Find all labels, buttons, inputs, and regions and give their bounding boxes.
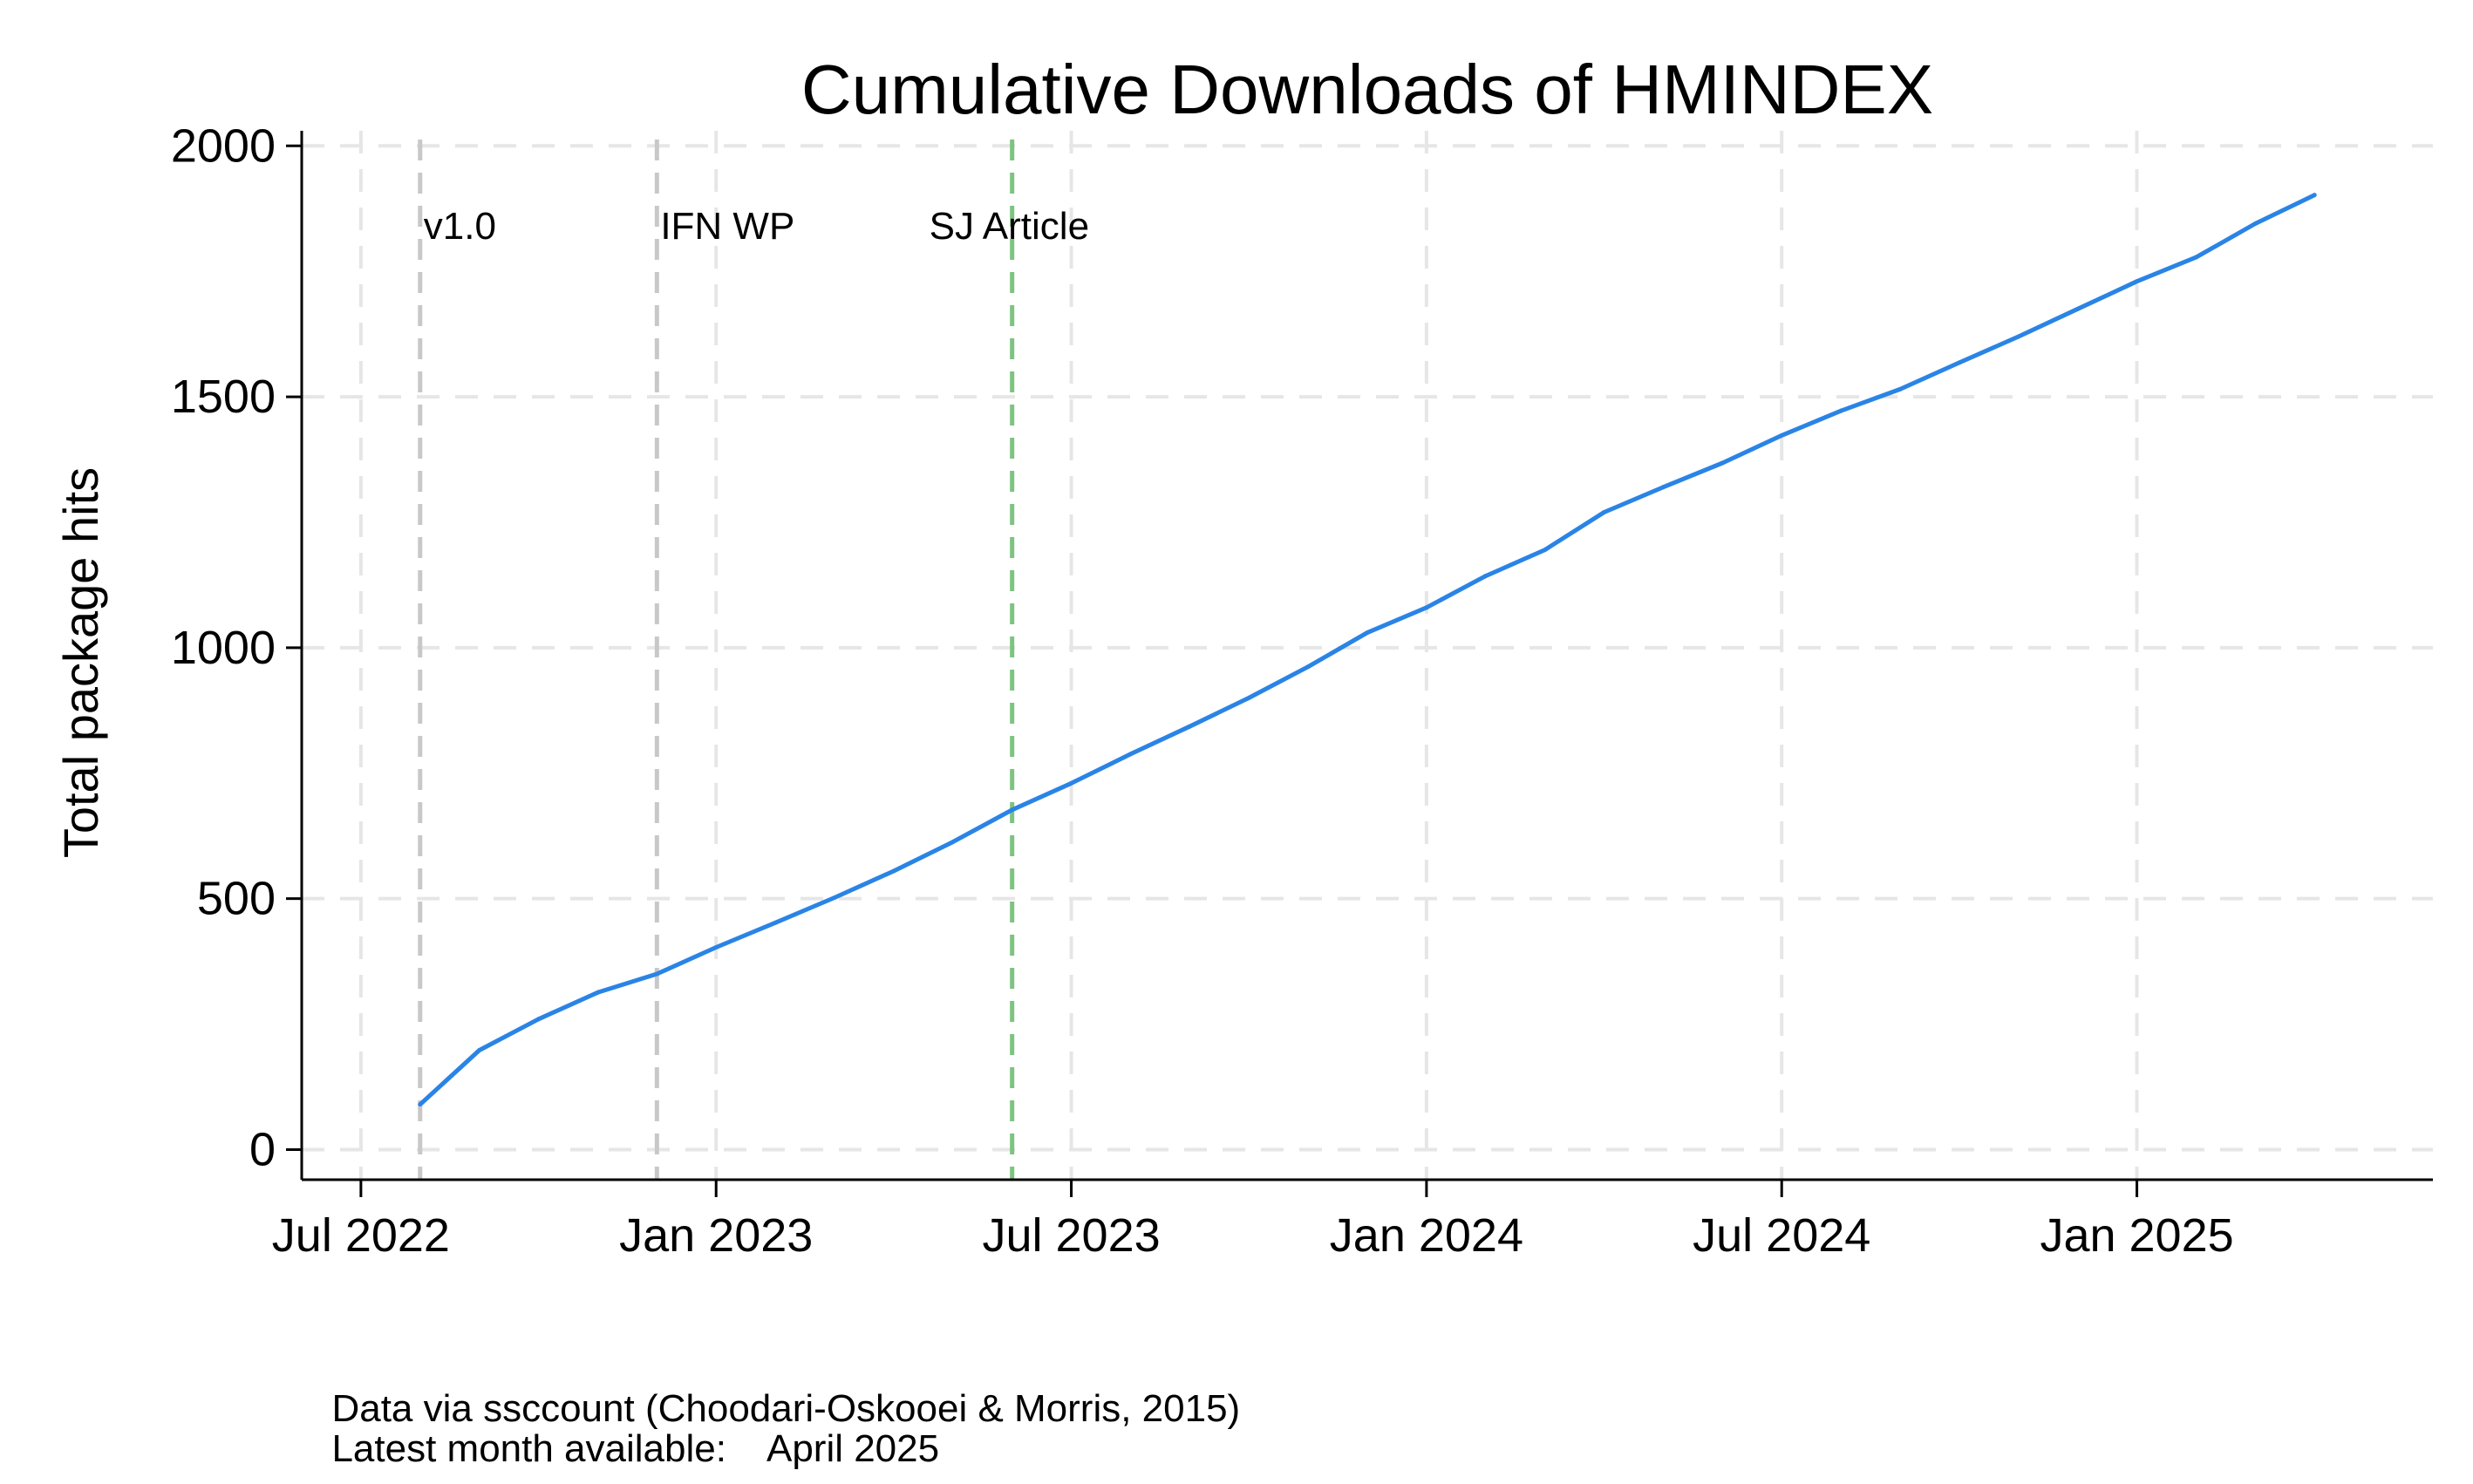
- data-point: [2252, 221, 2258, 226]
- data-point: [891, 868, 896, 874]
- latest-month-value: April 2025: [766, 1427, 940, 1470]
- x-tick-label: Jan 2025: [2040, 1209, 2233, 1262]
- data-point: [1897, 386, 1903, 391]
- data-point: [1010, 807, 1015, 813]
- y-tick-label: 500: [197, 873, 276, 925]
- data-point: [1127, 752, 1133, 757]
- x-tick-label: Jul 2023: [982, 1209, 1160, 1262]
- data-point: [1246, 695, 1251, 700]
- data-point: [1720, 460, 1725, 466]
- data-point: [477, 1047, 482, 1052]
- annotation-label: v1.0: [424, 205, 496, 248]
- series-layer: [418, 193, 2317, 1107]
- data-point: [2075, 306, 2081, 311]
- data-point: [1365, 630, 1370, 636]
- data-point: [1838, 408, 1843, 413]
- y-axis-label: Total package hits: [53, 467, 108, 858]
- annotation-label: SJ Article: [930, 205, 1089, 248]
- axes: 0 500 1000 1500 2000 Jul 2022 Jan 2023 Jul 2023…: [171, 119, 2433, 1262]
- grid: [302, 131, 2433, 1180]
- x-tick-label: Jan 2023: [619, 1209, 813, 1262]
- latest-month-label: Latest month available:: [331, 1427, 726, 1470]
- data-point: [713, 944, 719, 950]
- x-tick-label: Jul 2024: [1693, 1209, 1870, 1262]
- y-tick-label: 1000: [171, 622, 276, 674]
- x-tick-label: Jan 2024: [1330, 1209, 1523, 1262]
- data-point: [2016, 334, 2021, 339]
- source-text: Data via ssccount (Choodari-Oskooei & Mo…: [331, 1387, 1241, 1430]
- annotation-lines: v1.0 IFN WP SJ Article: [418, 140, 1089, 1180]
- data-point: [1543, 548, 1548, 553]
- data-point: [1602, 509, 1607, 514]
- series-line: [419, 193, 2316, 1106]
- data-point: [595, 990, 600, 995]
- latest-month-note: Latest month available: April 2025: [310, 1381, 939, 1472]
- data-point: [654, 971, 659, 977]
- data-point: [2135, 279, 2140, 284]
- data-point: [2193, 255, 2198, 260]
- data-point: [2312, 193, 2317, 198]
- data-point: [832, 895, 837, 901]
- data-point: [1424, 605, 1429, 610]
- source-note: Data via ssccount (Choodari-Oskooei & Mo…: [310, 1341, 1240, 1432]
- data-point: [1483, 574, 1489, 579]
- y-tick-label: 2000: [171, 119, 276, 172]
- data-point: [1779, 432, 1784, 438]
- data-point: [950, 840, 956, 845]
- y-tick-label: 0: [249, 1123, 276, 1175]
- data-point: [1305, 664, 1311, 670]
- annotation-label: IFN WP: [660, 205, 794, 248]
- y-tick-label: 1500: [171, 371, 276, 423]
- x-tick-label: Jul 2022: [272, 1209, 450, 1262]
- data-point: [773, 920, 778, 925]
- data-point: [536, 1017, 542, 1022]
- data-point: [1187, 724, 1192, 729]
- data-point: [1069, 780, 1074, 786]
- data-point: [1957, 360, 1962, 365]
- chart-title: Cumulative Downloads of HMINDEX: [801, 51, 1933, 128]
- data-point: [1660, 485, 1666, 490]
- data-point: [418, 1102, 423, 1107]
